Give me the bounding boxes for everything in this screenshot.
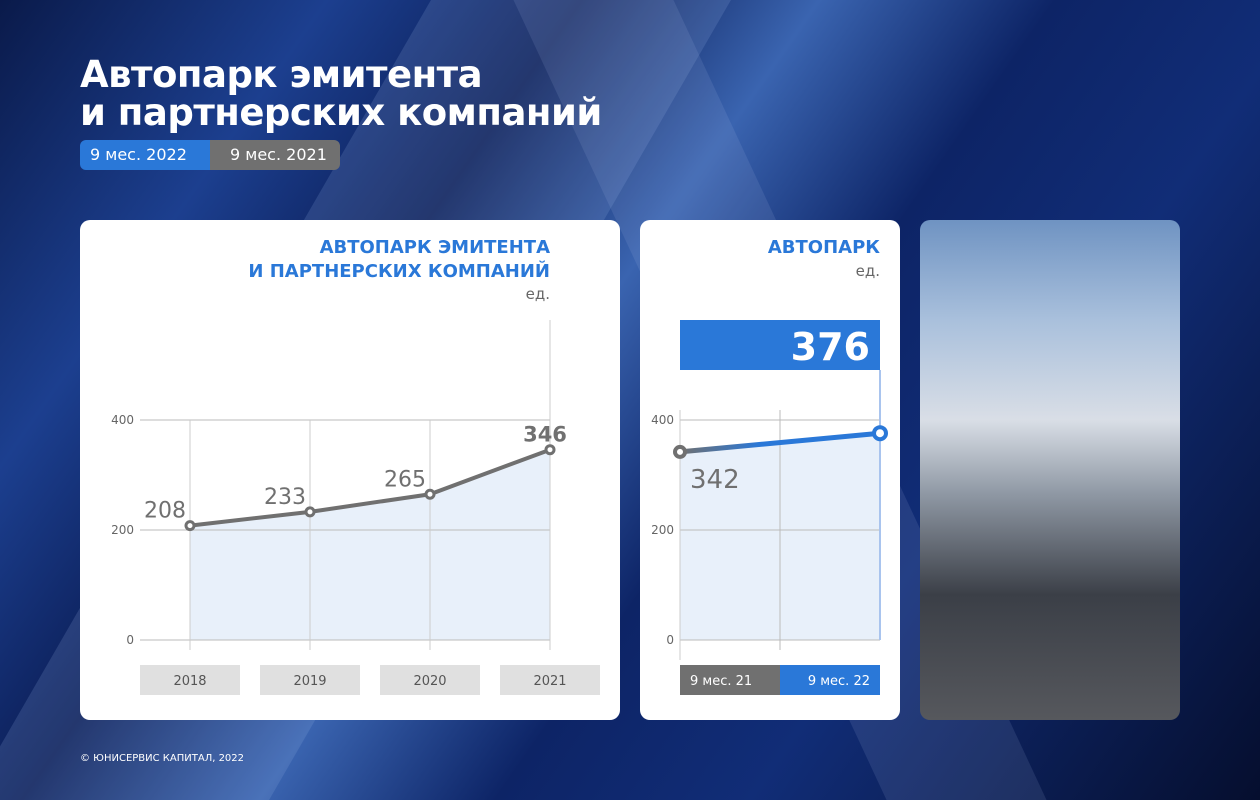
- x-tick-label: 9 мес. 22: [808, 674, 870, 689]
- y-tick-label: 400: [111, 413, 134, 427]
- data-point: [304, 506, 316, 518]
- y-tick-label: 0: [126, 633, 134, 647]
- series-line: [679, 430, 881, 455]
- y-tick-label: 200: [651, 523, 674, 537]
- unit-label: ед.: [855, 262, 880, 280]
- category-box: [780, 665, 880, 695]
- data-point: [544, 444, 556, 456]
- unit-label: ед.: [525, 285, 550, 303]
- series-line: [189, 447, 551, 528]
- data-point: [184, 520, 196, 532]
- x-tick-label: 2019: [293, 674, 326, 689]
- category-box: [260, 665, 360, 695]
- data-label: 208: [144, 499, 186, 524]
- data-point: [424, 488, 436, 500]
- y-tick-label: 200: [111, 523, 134, 537]
- data-label: 342: [690, 465, 740, 495]
- page-title: Автопарк эмитента и партнерских компаний: [80, 53, 602, 134]
- highlight-value-box: [680, 320, 880, 370]
- legend-2022: 9 мес. 2022: [80, 140, 210, 170]
- category-box: [380, 665, 480, 695]
- tanker-truck-photo: [920, 220, 1180, 720]
- highlight-value: 376: [791, 325, 870, 369]
- data-point: [673, 444, 687, 459]
- x-tick-label: 9 мес. 21: [690, 674, 752, 689]
- data-label: 346: [523, 423, 567, 447]
- copyright: © ЮНИСЕРВИС КАПИТАЛ, 2022: [80, 753, 245, 764]
- category-box: [140, 665, 240, 695]
- chart-title-annual: АВТОПАРК ЭМИТЕНТА И ПАРТНЕРСКИХ КОМПАНИЙ: [248, 237, 550, 282]
- data-label: 265: [384, 467, 426, 492]
- data-label: 233: [264, 485, 306, 510]
- category-box: [680, 665, 780, 695]
- x-tick-label: 2021: [533, 674, 566, 689]
- area-fill: [190, 449, 550, 640]
- x-tick-label: 2018: [173, 674, 206, 689]
- category-box: [500, 665, 600, 695]
- x-tick-label: 2020: [413, 674, 446, 689]
- data-point: [872, 425, 888, 442]
- legend-2021: 9 мес. 2021: [210, 140, 340, 170]
- y-tick-label: 400: [651, 413, 674, 427]
- chart-title-9m: АВТОПАРК: [767, 237, 880, 258]
- y-tick-label: 0: [666, 633, 674, 647]
